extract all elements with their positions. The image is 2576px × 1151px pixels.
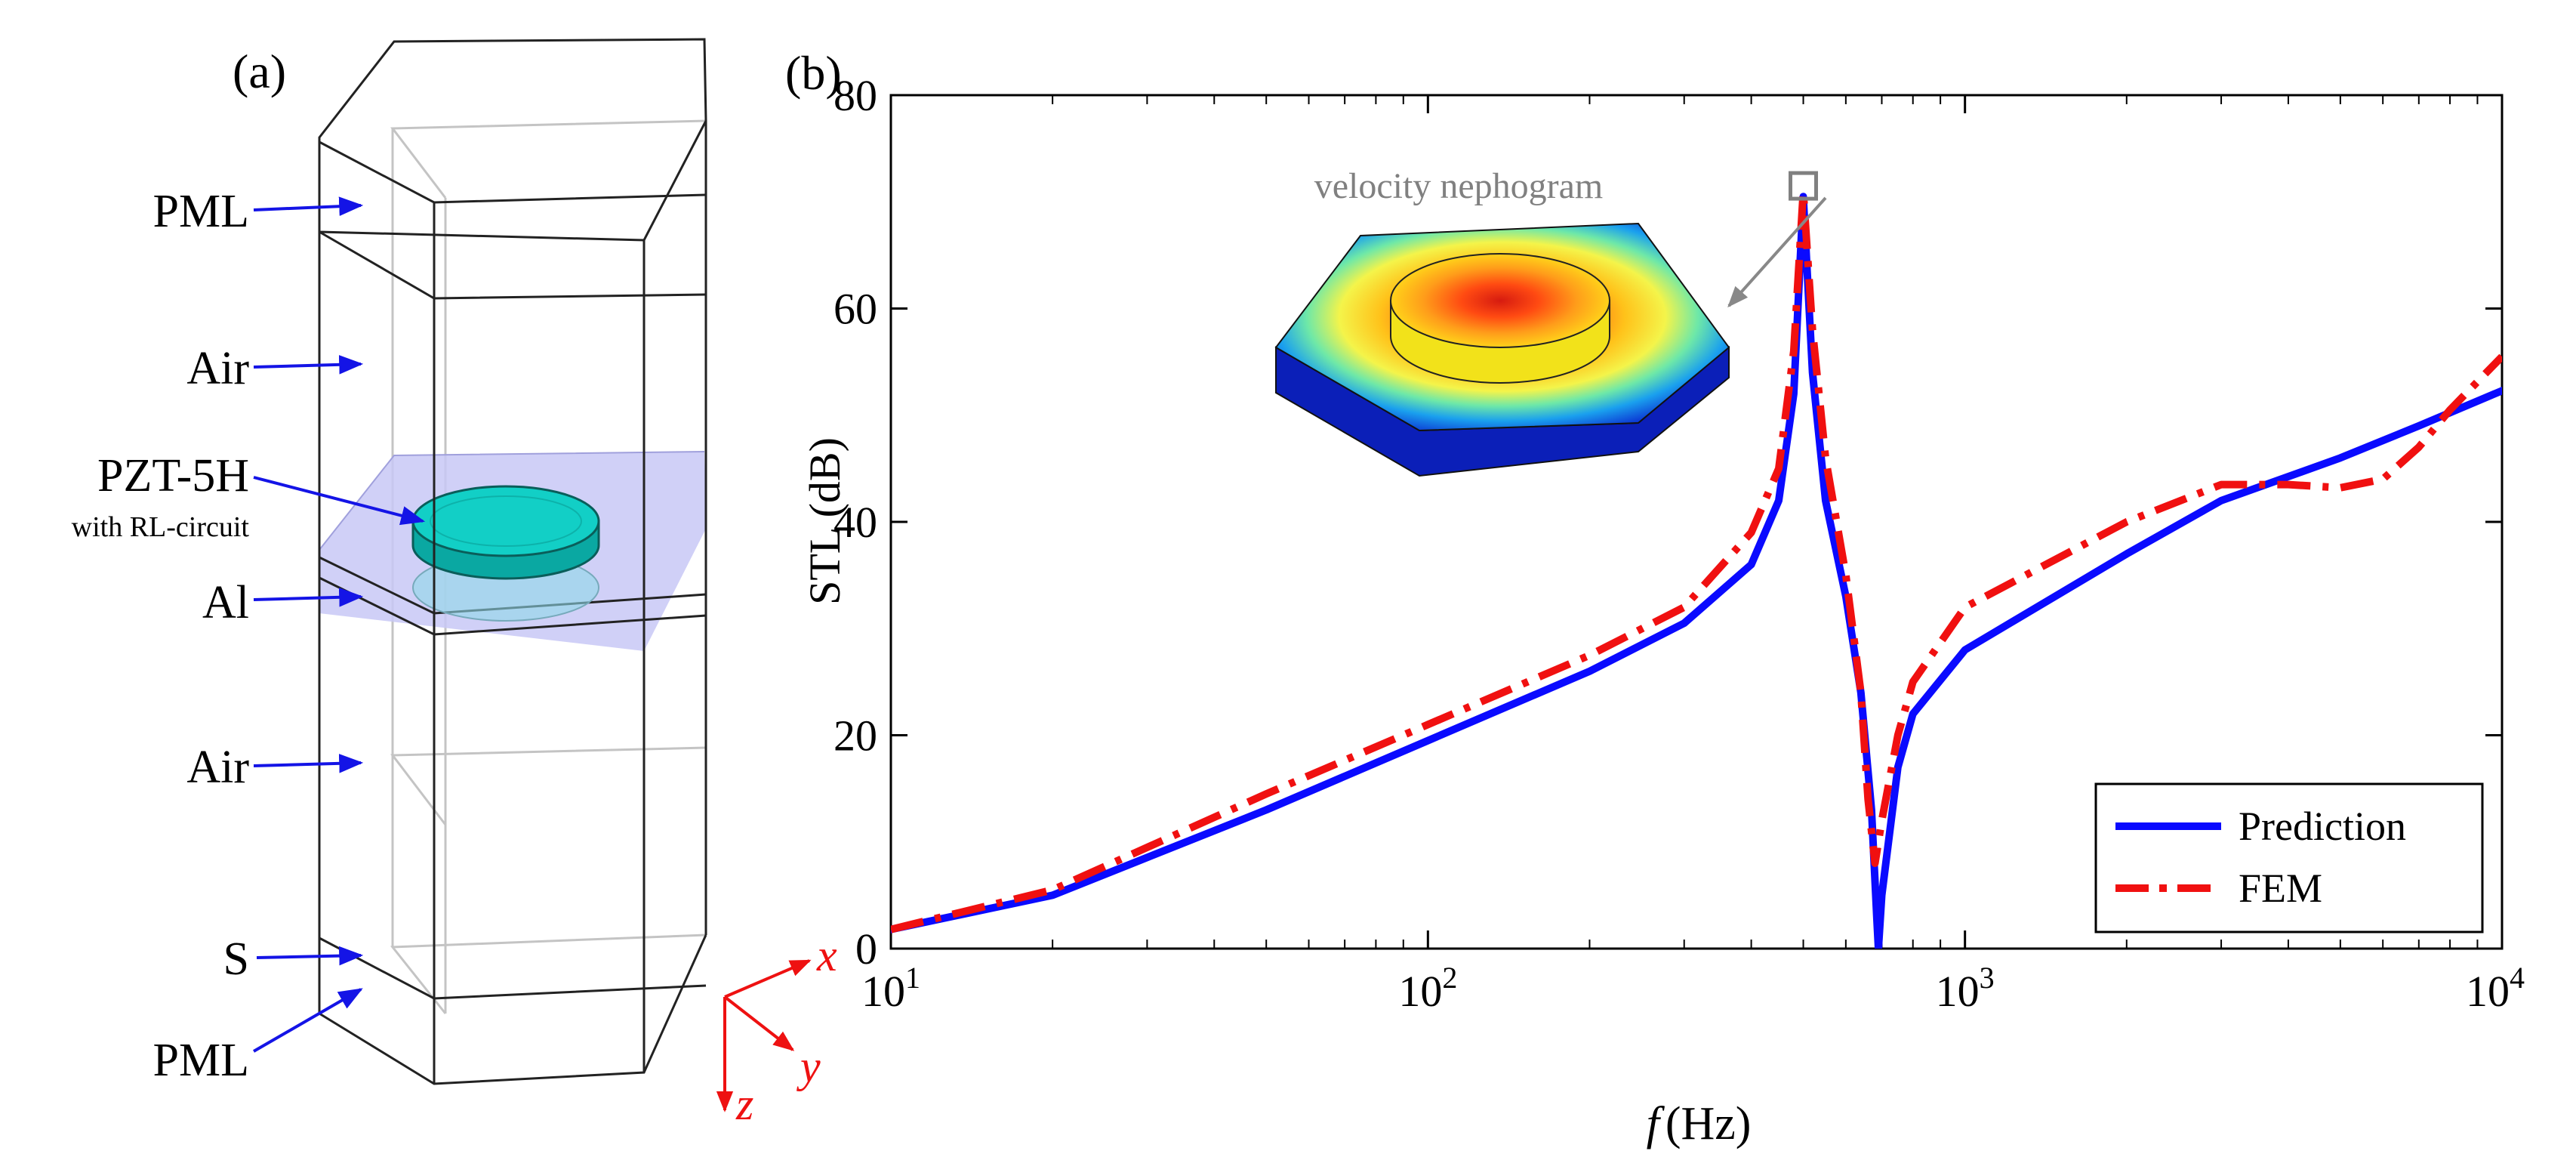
inset-pointer [1727,196,1827,308]
y-axis-label: STL (dB) [800,437,849,605]
legend: Prediction FEM [2094,782,2484,933]
arrow-pml-bottom [252,988,363,1053]
x-axis: 101 102 103 104 [861,95,2525,1016]
y-tick-label: 60 [834,285,877,334]
panel-b-label: (b) [785,46,842,100]
x-tick-exponent: 4 [2510,961,2525,995]
triad-y: y [796,1041,821,1091]
y-tick-label: 0 [855,924,877,974]
x-axis-label-var: f [1647,1098,1665,1149]
x-tick-exponent: 2 [1442,961,1457,995]
x-tick-label: 103 [1936,961,1995,1016]
x-tick-base: 10 [2466,967,2510,1016]
peak-marker [1789,171,1818,201]
arrow-air-top [253,355,364,375]
label-air-bottom: Air [186,742,249,793]
x-tick-base: 10 [1936,967,1980,1016]
x-axis-label-unit: (Hz) [1665,1098,1752,1149]
series-line-fem [891,187,2502,933]
x-tick-label: 104 [2466,961,2525,1016]
label-air-top: Air [186,343,249,394]
x-tick-base: 10 [861,967,905,1016]
y-tick-label: 20 [834,711,877,761]
arrow-air-bottom [253,754,364,773]
label-pml-top: PML [153,186,249,237]
legend-label-fem: FEM [2239,866,2322,911]
disk-top [1390,253,1610,348]
x-axis-label: f (Hz) [1647,1098,1752,1149]
y-tick-label: 40 [834,498,877,547]
label-al: Al [202,577,249,628]
pzt-disk [411,485,600,622]
x-tick-exponent: 1 [905,961,920,995]
legend-label-prediction: Prediction [2239,804,2406,849]
arrow-s [256,946,364,966]
y-tick-label: 80 [834,71,877,120]
label-pml-bottom: PML [153,1035,249,1086]
panel-a: (a) [72,38,837,1129]
panel-a-label: (a) [233,45,286,98]
x-tick-exponent: 3 [1980,961,1995,995]
arrow-al [253,588,364,607]
arrow-pzt [253,476,426,526]
series-group [891,187,2502,949]
label-s: S [223,933,249,985]
legend-box [2094,782,2484,933]
x-tick-base: 10 [1398,967,1442,1016]
inset-nephogram: velocity nephogram [1274,166,1827,477]
prism-edges [318,38,707,1085]
inset-caption: velocity nephogram [1314,166,1604,206]
label-pzt-note: with RL-circuit [72,511,250,543]
x-tick-label: 102 [1398,961,1457,1016]
arrow-pml-top [253,196,364,217]
label-pzt: PZT-5H [97,450,249,501]
y-axis: 0 20 40 60 80 [834,71,2502,974]
x-tick-label: 101 [861,961,920,1016]
triad-x: x [816,930,837,980]
triad-z: z [735,1079,753,1129]
axes-triad: x y z [716,930,837,1129]
